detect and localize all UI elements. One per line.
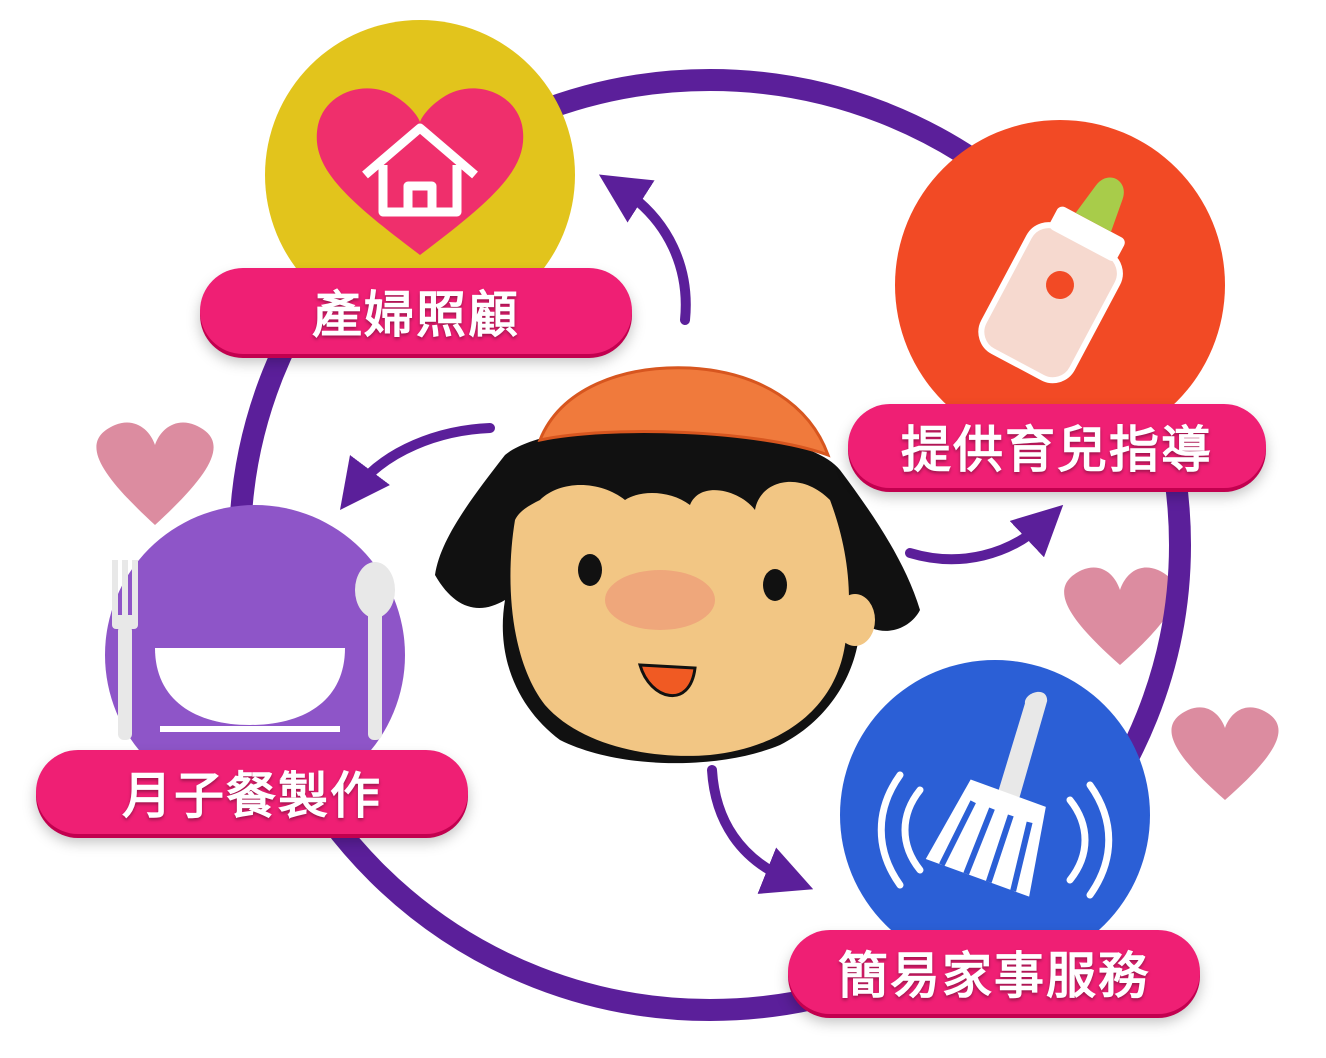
decorative-hearts bbox=[96, 422, 1279, 800]
character-mouth bbox=[637, 663, 697, 698]
bowl-base bbox=[160, 726, 340, 732]
node-parenting-guidance bbox=[895, 120, 1225, 450]
heart-icon bbox=[316, 88, 524, 255]
node-postpartum-care bbox=[265, 20, 575, 330]
house-icon bbox=[362, 123, 478, 217]
node-housework bbox=[840, 660, 1150, 970]
spoon-icon bbox=[355, 562, 395, 740]
bowl-icon bbox=[155, 648, 345, 725]
label-confinement-meals: 月子餐製作 bbox=[36, 750, 468, 834]
fork-icon bbox=[112, 560, 138, 740]
label-parenting-guidance: 提供育兒指導 bbox=[848, 404, 1266, 488]
character-eye-right bbox=[763, 569, 787, 601]
character-eye-left bbox=[578, 554, 602, 586]
duster-icon bbox=[925, 691, 1048, 897]
heart-icon bbox=[1171, 707, 1279, 800]
motion-lines bbox=[877, 771, 1113, 899]
arrow-to-meals bbox=[339, 423, 495, 510]
label-postpartum-care: 產婦照顧 bbox=[200, 268, 632, 354]
arrow-to-parenting bbox=[905, 504, 1064, 565]
arrow-to-postpartum bbox=[598, 174, 691, 325]
heart-icon bbox=[1064, 567, 1176, 665]
caregiver-character bbox=[435, 366, 920, 764]
arrow-to-housework bbox=[707, 765, 814, 894]
baby-bottle-icon bbox=[978, 177, 1125, 384]
heart-icon bbox=[96, 422, 214, 525]
character-ear bbox=[835, 594, 875, 646]
label-housework: 簡易家事服務 bbox=[788, 930, 1200, 1014]
character-hat bbox=[537, 366, 831, 458]
flow-arrows bbox=[339, 174, 1064, 894]
node-confinement-meals bbox=[105, 505, 405, 805]
character-blush bbox=[605, 570, 715, 630]
